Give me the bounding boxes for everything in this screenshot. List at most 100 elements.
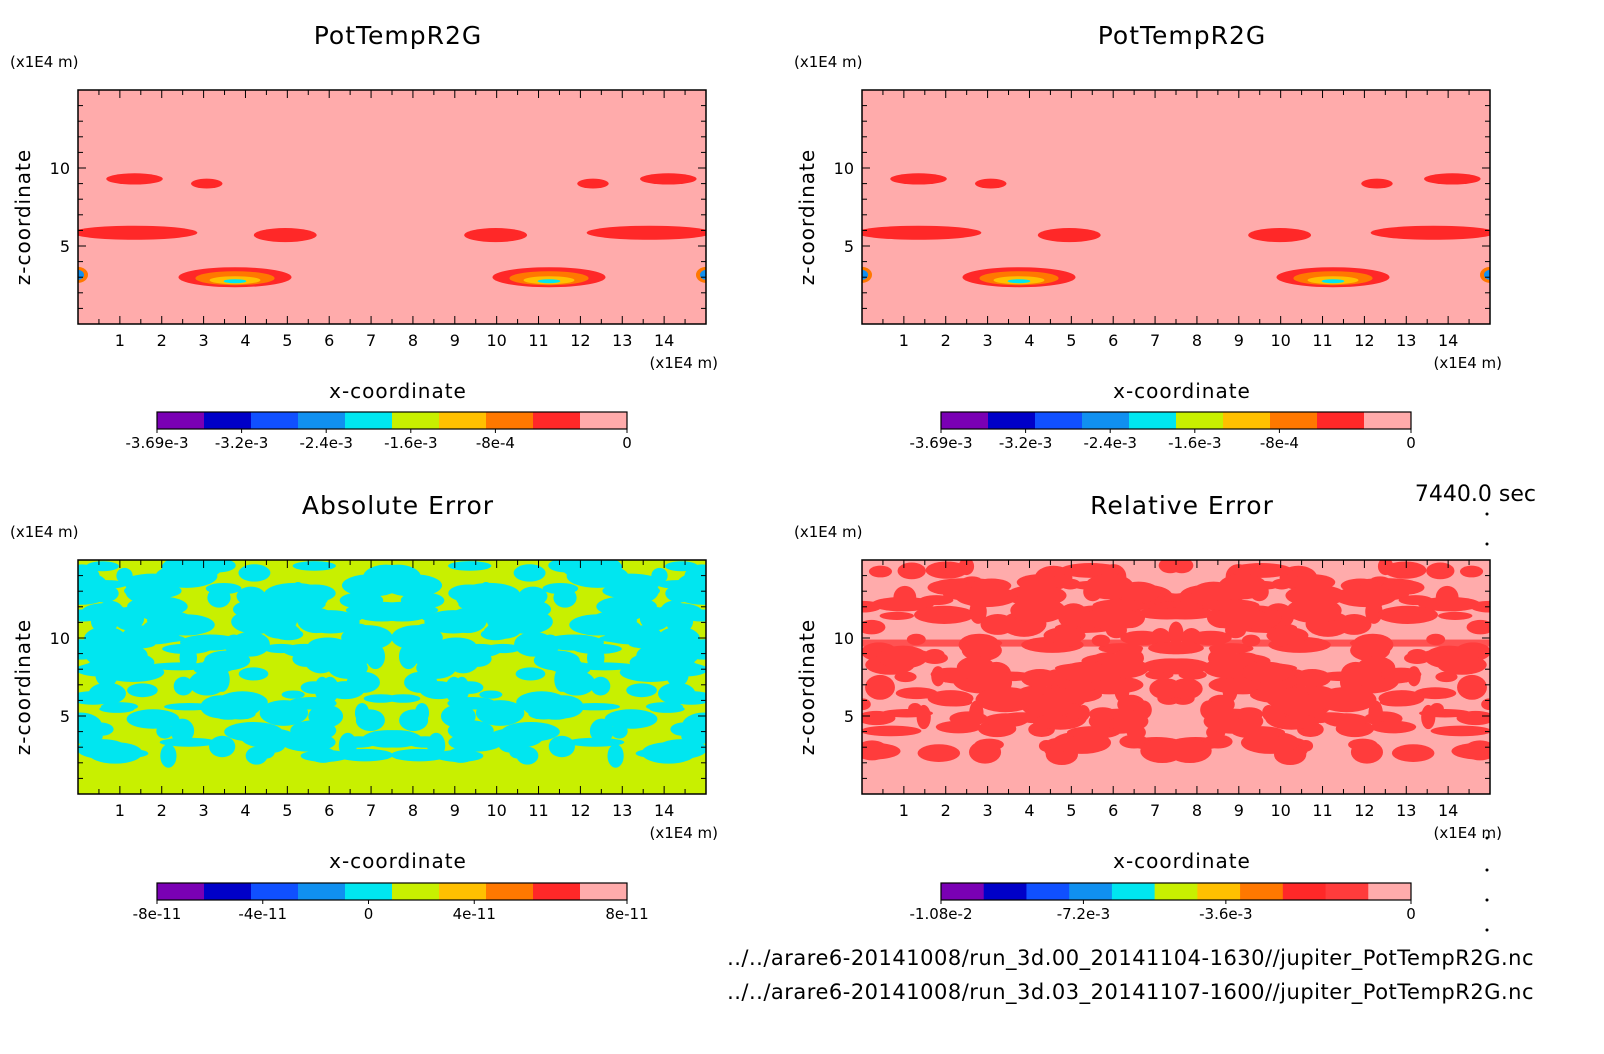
error-patch (124, 582, 182, 599)
error-patch (1339, 670, 1362, 694)
colorbar-frame (940, 882, 1412, 901)
error-patch (1316, 686, 1377, 713)
x-tick-label: 7 (366, 331, 376, 350)
error-patch (110, 653, 155, 672)
error-patch (641, 742, 696, 764)
plume-core (1007, 279, 1031, 284)
error-patch (1170, 678, 1203, 700)
error-patch (626, 683, 657, 698)
colorbar-label: -8e-11 (133, 905, 182, 923)
x-tick-label: 14 (654, 801, 674, 820)
colorbar-label: 4e-11 (453, 905, 496, 923)
x-tick-label: 3 (199, 331, 209, 350)
x-tick-label: 2 (157, 801, 167, 820)
contour-streak (975, 178, 1007, 189)
error-patch (862, 600, 882, 613)
error-patch (1088, 707, 1117, 721)
error-patch (1169, 621, 1184, 645)
plot-background (862, 90, 1490, 324)
contour-streak (586, 225, 706, 240)
error-patch (1459, 565, 1484, 578)
x-unit-label: (x1E4 m) (649, 354, 718, 372)
error-patch (930, 667, 972, 681)
x-unit-label: (x1E4 m) (1433, 824, 1502, 842)
colorbar-swatch (533, 412, 581, 429)
x-tick-label: 10 (1270, 801, 1290, 820)
error-patch (1481, 698, 1490, 711)
x-tick-label: 10 (486, 801, 506, 820)
x-unit-label: (x1E4 m) (649, 824, 718, 842)
error-patch (590, 676, 611, 696)
error-patch (1119, 734, 1149, 749)
error-patch (1377, 560, 1394, 576)
error-patch (666, 608, 703, 617)
x-tick-label: 10 (1270, 331, 1290, 350)
error-patch (159, 737, 218, 747)
contour-streak (1361, 178, 1393, 189)
x-tick-label: 1 (115, 801, 125, 820)
error-patch (572, 643, 622, 654)
contour-streak (1424, 173, 1481, 185)
colorbar-swatch (1270, 412, 1318, 429)
error-patch (571, 662, 591, 675)
error-patch (308, 704, 344, 728)
x-tick-label: 5 (282, 331, 292, 350)
error-patch (95, 639, 142, 647)
error-patch (1241, 661, 1293, 683)
error-patch (1010, 597, 1066, 623)
error-patch (390, 748, 448, 762)
colorbar-swatch (1035, 412, 1083, 429)
error-patch (1290, 574, 1336, 591)
error-patch (1235, 707, 1264, 721)
x-tick-label: 11 (528, 331, 548, 350)
error-patch (1464, 740, 1490, 761)
x-axis-label: x-coordinate (329, 849, 467, 873)
colorbar-swatch (345, 412, 393, 429)
x-tick-label: 1 (115, 331, 125, 350)
plume-core (223, 279, 247, 284)
x-tick-label: 4 (1024, 801, 1034, 820)
error-patch (435, 637, 477, 655)
colorbar-swatch (1325, 883, 1369, 900)
x-tick-label: 12 (570, 331, 590, 350)
error-patch (458, 723, 482, 748)
colorbar-label: -3.6e-3 (1199, 905, 1252, 923)
contour-streak (890, 173, 947, 185)
contour-streak (253, 228, 317, 243)
error-patch (919, 595, 954, 606)
colorbar-swatch (157, 883, 205, 900)
y-unit-label: (x1E4 m) (10, 523, 79, 541)
error-patch (204, 650, 251, 671)
margin-dot (1485, 898, 1489, 902)
error-patch (78, 573, 108, 598)
error-patch (939, 698, 973, 707)
x-tick-label: 4 (240, 801, 250, 820)
x-tick-label: 2 (157, 331, 167, 350)
colorbar-swatch (580, 412, 628, 429)
error-patch (238, 564, 271, 582)
error-patch (1016, 574, 1062, 591)
y-tick-label: 10 (834, 159, 854, 178)
y-unit-label: (x1E4 m) (794, 523, 863, 541)
error-patch (897, 562, 926, 580)
error-patch (1438, 611, 1473, 620)
x-tick-label: 9 (1234, 801, 1244, 820)
error-patch (435, 749, 484, 762)
colorbar-swatch (298, 883, 346, 900)
error-patch (375, 564, 421, 589)
error-patch (1379, 698, 1413, 707)
colorbar-swatch (533, 883, 581, 900)
error-patch (1076, 704, 1090, 721)
error-patch (209, 735, 236, 758)
colorbar-label: -3.2e-3 (215, 434, 268, 452)
error-patch (1203, 734, 1233, 749)
colorbar-frame (940, 411, 1412, 430)
error-patch (1154, 607, 1216, 620)
error-patch (486, 620, 522, 639)
error-patch (164, 702, 214, 711)
error-patch (515, 667, 546, 681)
colorbar-label: 0 (364, 905, 374, 923)
x-tick-label: 11 (528, 801, 548, 820)
error-patch (533, 695, 578, 720)
